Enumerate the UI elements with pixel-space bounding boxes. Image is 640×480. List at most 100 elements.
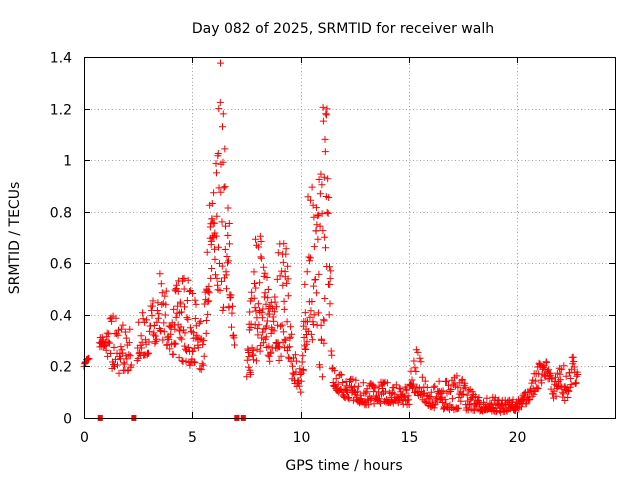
data-point xyxy=(200,337,208,345)
data-point xyxy=(115,369,123,377)
data-point xyxy=(325,311,333,319)
data-point xyxy=(178,357,186,365)
data-point xyxy=(250,268,258,276)
data-point xyxy=(253,325,261,333)
data-point xyxy=(265,342,273,350)
data-point xyxy=(175,354,183,362)
data-point xyxy=(265,310,273,318)
y-tick-label: 0.6 xyxy=(50,257,72,273)
data-point xyxy=(207,274,215,282)
data-point xyxy=(324,175,332,183)
data-point xyxy=(472,392,480,400)
data-point xyxy=(280,240,288,248)
data-point xyxy=(189,290,197,297)
data-point xyxy=(296,371,304,378)
data-point xyxy=(299,352,307,360)
data-point xyxy=(321,148,329,156)
data-point xyxy=(204,310,212,318)
x-tick-label: 0 xyxy=(80,430,89,446)
data-point xyxy=(174,287,182,295)
data-point xyxy=(316,190,324,198)
data-point xyxy=(283,279,291,287)
data-point xyxy=(383,379,391,387)
data-point xyxy=(409,380,417,388)
data-point xyxy=(313,221,321,229)
y-axis-label: SRMTID / TECUs xyxy=(7,182,23,295)
data-point xyxy=(225,220,233,227)
data-point xyxy=(181,303,188,311)
data-point xyxy=(213,212,221,220)
data-point xyxy=(267,348,275,356)
data-point xyxy=(223,285,230,293)
data-point xyxy=(416,354,424,362)
data-point xyxy=(306,313,314,321)
data-point xyxy=(117,325,125,333)
data-point xyxy=(170,305,178,313)
data-point xyxy=(308,298,316,305)
data-point xyxy=(218,262,226,270)
data-point xyxy=(122,334,130,342)
y-tick-label: 0.8 xyxy=(50,206,72,222)
data-point xyxy=(216,287,224,295)
data-point xyxy=(318,210,326,218)
data-point xyxy=(447,386,455,393)
data-point xyxy=(289,362,296,370)
data-point xyxy=(250,294,258,302)
data-point xyxy=(266,357,274,365)
data-point xyxy=(361,389,369,397)
data-point xyxy=(213,274,221,282)
data-point xyxy=(172,313,180,321)
data-point xyxy=(280,305,288,313)
y-tick-label: 1 xyxy=(63,154,72,170)
data-point xyxy=(221,246,229,253)
data-point xyxy=(243,373,251,381)
data-point xyxy=(205,297,213,305)
data-point xyxy=(311,276,319,283)
data-point xyxy=(321,295,329,302)
data-point xyxy=(256,279,264,287)
data-point xyxy=(195,319,203,327)
data-point xyxy=(256,232,264,240)
data-point xyxy=(313,289,321,297)
data-point xyxy=(193,334,201,342)
data-point xyxy=(574,371,582,378)
data-point xyxy=(183,314,191,322)
data-point xyxy=(190,358,198,366)
data-point xyxy=(567,375,575,382)
data-point xyxy=(181,342,189,350)
data-point xyxy=(302,346,310,353)
data-point xyxy=(247,370,255,378)
data-point xyxy=(145,349,152,357)
data-point xyxy=(251,280,258,287)
data-point xyxy=(190,344,198,352)
data-point xyxy=(530,390,538,398)
data-point xyxy=(156,270,164,278)
data-point xyxy=(315,270,323,278)
data-point xyxy=(303,268,311,276)
data-point xyxy=(564,394,572,401)
data-point xyxy=(322,244,329,252)
data-point xyxy=(255,321,263,329)
data-point xyxy=(292,357,300,365)
data-point xyxy=(454,404,462,412)
data-point xyxy=(273,303,281,311)
data-point xyxy=(297,388,305,396)
data-point xyxy=(208,265,216,272)
data-point xyxy=(248,288,256,296)
data-point xyxy=(307,307,315,315)
data-point xyxy=(114,361,121,369)
data-point xyxy=(312,227,320,235)
data-point xyxy=(178,308,185,316)
x-tick-label: 20 xyxy=(509,430,527,446)
data-point xyxy=(200,352,208,360)
data-point xyxy=(205,282,213,290)
data-point xyxy=(288,330,296,338)
data-point xyxy=(517,403,525,411)
data-point xyxy=(332,375,340,383)
data-point xyxy=(289,369,297,377)
data-point xyxy=(458,375,466,383)
data-point xyxy=(245,353,253,361)
data-point xyxy=(295,382,303,390)
data-point xyxy=(214,150,222,157)
data-point xyxy=(317,321,325,329)
